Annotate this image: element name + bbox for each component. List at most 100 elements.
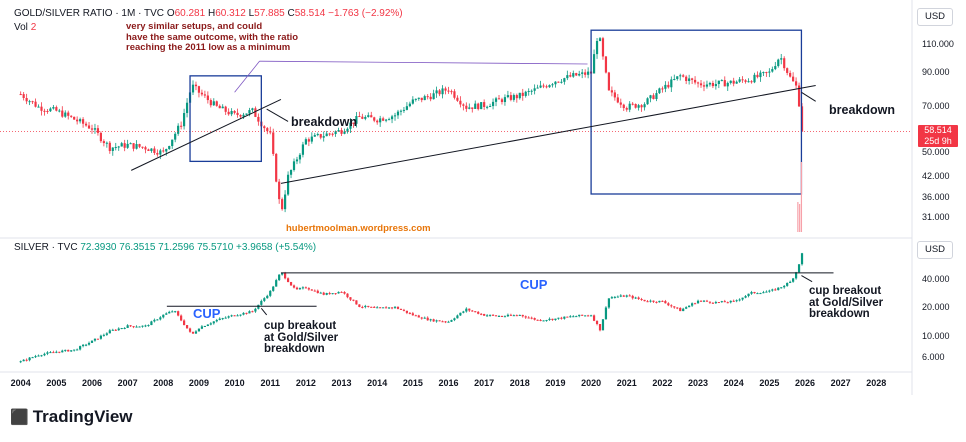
change-value: −1.763 (−2.92%) xyxy=(328,8,403,19)
candle-body xyxy=(771,289,774,291)
note-line-3: reaching the 2011 low as a minimum xyxy=(126,42,291,53)
candle-body xyxy=(22,94,25,98)
candle-body xyxy=(281,199,284,210)
candle-body xyxy=(789,72,792,77)
candle-body xyxy=(646,301,649,303)
candle-body xyxy=(263,126,266,129)
candle-body xyxy=(120,328,123,330)
candle-body xyxy=(521,314,524,317)
candle-body xyxy=(295,159,299,162)
candle-body xyxy=(702,300,706,302)
candle-body xyxy=(771,69,774,72)
candle-body xyxy=(417,315,420,318)
candle-body xyxy=(542,320,545,322)
candle-body xyxy=(22,359,25,362)
candle-body xyxy=(325,293,328,295)
candle-body xyxy=(319,292,322,294)
o-label: O xyxy=(166,8,175,19)
candle-body xyxy=(607,298,611,308)
candle-body xyxy=(753,74,756,83)
candle-body xyxy=(283,194,287,210)
candle-body xyxy=(340,130,343,134)
currency-button-bottom[interactable]: USD xyxy=(917,241,953,259)
candle-body xyxy=(156,152,159,155)
candle-body xyxy=(509,314,512,316)
candle-body xyxy=(301,287,305,289)
candle-body xyxy=(515,315,518,317)
candle-body xyxy=(58,110,61,112)
candle-body xyxy=(717,302,720,304)
candle-body xyxy=(693,303,697,305)
currency-button-top[interactable]: USD xyxy=(917,8,953,26)
candle-body xyxy=(40,106,43,111)
candle-body xyxy=(711,83,714,87)
candle-body xyxy=(292,161,296,171)
candle-body xyxy=(251,108,254,111)
tradingview-brand[interactable]: ⬛ TradingView xyxy=(10,407,133,427)
candle-body xyxy=(310,289,313,291)
candle-body xyxy=(566,75,569,79)
candle-body xyxy=(307,288,310,290)
candle-body xyxy=(794,81,798,86)
candle-body xyxy=(376,307,379,309)
candle-body xyxy=(459,100,462,105)
candle-body xyxy=(691,303,694,306)
setup-note: very similar setups, and could have the … xyxy=(126,21,298,54)
candle-body xyxy=(774,66,777,70)
candle-body xyxy=(741,297,744,300)
candle-body xyxy=(84,123,88,126)
candle-body xyxy=(750,81,753,83)
candle-body xyxy=(96,338,100,340)
candle-body xyxy=(373,117,376,121)
candle-body xyxy=(298,288,302,290)
candle-body xyxy=(714,302,717,304)
candle-body xyxy=(58,351,61,353)
candle-body xyxy=(723,80,726,87)
candle-body xyxy=(221,318,224,320)
candle-body xyxy=(468,308,471,311)
x-tick-label: 2024 xyxy=(723,378,744,388)
brand-text: TradingView xyxy=(32,407,133,426)
candle-body xyxy=(753,291,756,294)
candle-body xyxy=(135,326,138,328)
candle-body xyxy=(105,333,108,335)
candle-body xyxy=(685,307,688,309)
candle-body xyxy=(239,314,242,316)
candle-body xyxy=(411,313,414,316)
candle-body xyxy=(67,349,70,352)
candle-body xyxy=(76,349,79,351)
candle-body xyxy=(435,320,438,322)
candle-body xyxy=(563,316,566,319)
candle-body xyxy=(177,311,180,316)
candle-body xyxy=(670,79,673,88)
o-value: 60.281 xyxy=(174,8,206,19)
candle-body xyxy=(759,293,762,295)
candle-body xyxy=(206,95,209,101)
candle-body xyxy=(471,107,474,109)
candle-body xyxy=(518,314,521,316)
candle-body xyxy=(331,133,334,135)
candle-body xyxy=(595,41,599,55)
candle-body xyxy=(34,356,37,358)
candle-body xyxy=(563,78,566,82)
c-value: 58.514 xyxy=(294,8,326,19)
candle-body xyxy=(667,84,670,88)
candle-body xyxy=(708,83,712,85)
candle-body xyxy=(316,134,319,136)
candle-body xyxy=(200,326,204,329)
candle-body xyxy=(34,101,37,107)
candle-body xyxy=(171,139,174,147)
candle-body xyxy=(456,315,459,319)
candle-body xyxy=(370,115,373,118)
y-tick-label: 20.000 xyxy=(922,302,950,313)
connector-arrow-1 xyxy=(234,60,260,93)
candle-body xyxy=(373,306,376,308)
candle-body xyxy=(578,314,581,317)
candle-body xyxy=(367,115,370,117)
candle-body xyxy=(307,139,310,142)
candle-body xyxy=(640,299,643,301)
candle-body xyxy=(349,122,352,129)
candle-body xyxy=(441,88,444,95)
candle-body xyxy=(405,106,409,110)
